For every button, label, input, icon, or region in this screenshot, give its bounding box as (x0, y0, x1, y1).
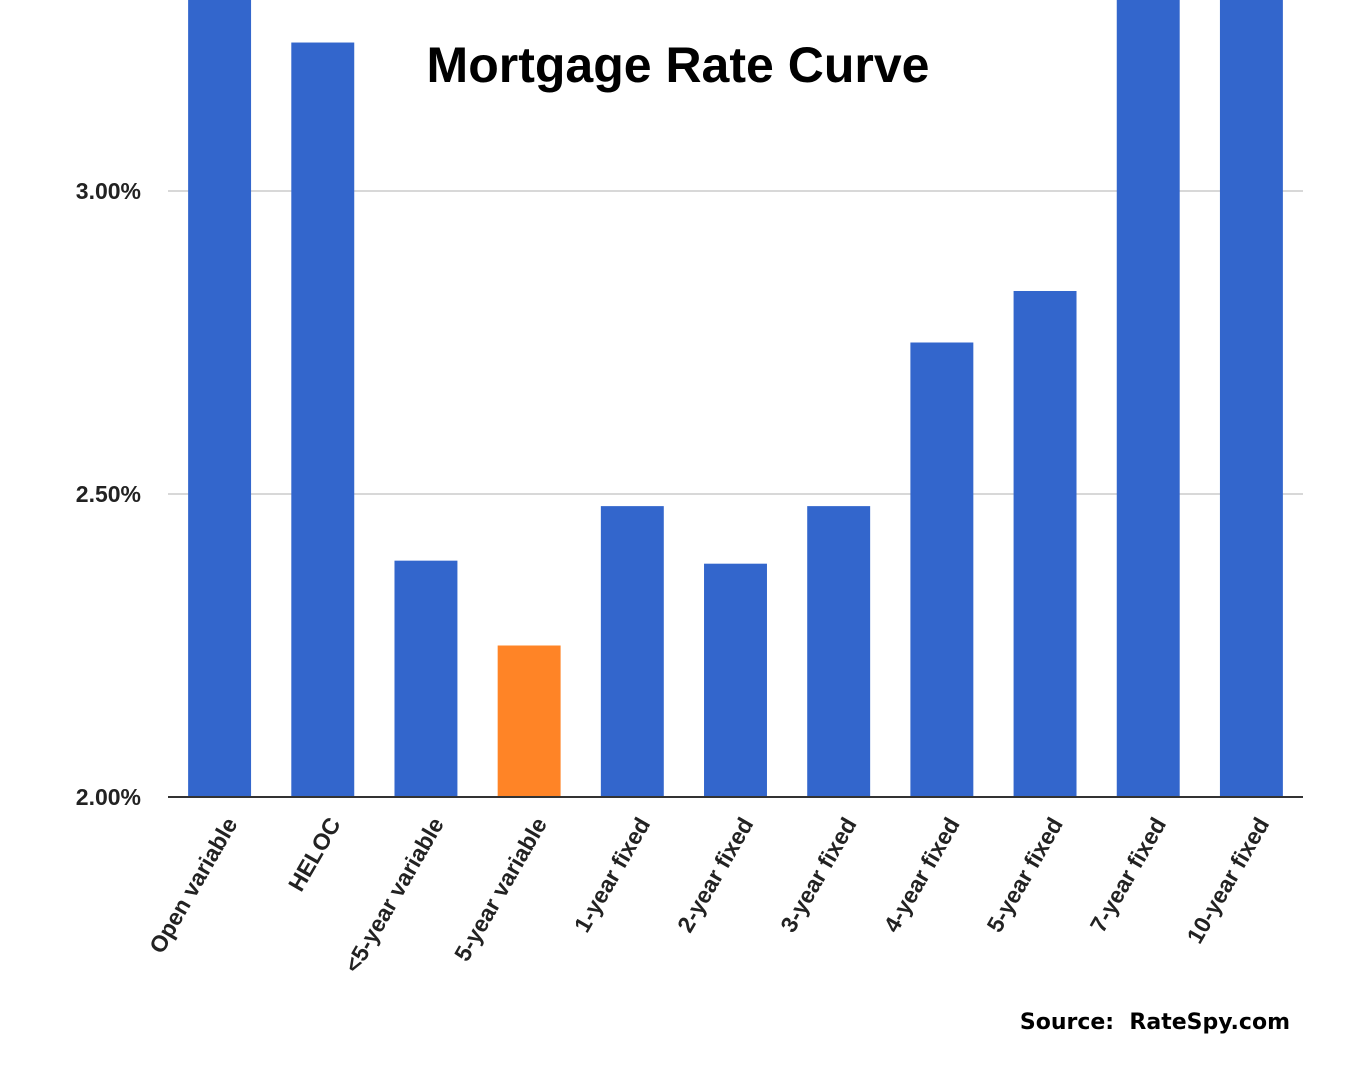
x-tick-label: 5-year variable (449, 813, 552, 966)
x-tick-label: 1-year fixed (569, 813, 655, 937)
y-tick-label: 2.50% (76, 481, 141, 507)
bar (291, 42, 355, 797)
bar (394, 560, 458, 797)
bar (497, 645, 561, 797)
bars (188, 0, 1283, 798)
bar (910, 342, 974, 797)
bar (1116, 0, 1180, 798)
y-tick-label: 2.00% (76, 784, 141, 810)
x-tick-label: 4-year fixed (878, 813, 964, 937)
x-axis-tick-labels: Open variable HELOC<5-year variable 5-year… (144, 813, 1274, 977)
y-axis-tick-labels: 2.00%2.50%3.00%3.50%4.00% (76, 178, 141, 810)
x-tick-label: 10-year fixed (1181, 813, 1274, 948)
gridlines (168, 190, 1303, 495)
bar (704, 563, 767, 797)
chart-title: Mortgage Rate Curve (427, 37, 930, 93)
bar (188, 0, 252, 798)
bar (600, 506, 664, 797)
y-tick-label: 3.00% (76, 178, 141, 204)
x-tick-label: 2-year fixed (672, 813, 758, 937)
source-note: Source: RateSpy.com (1019, 1010, 1290, 1035)
x-tick-label: 7-year fixed (1085, 813, 1171, 937)
x-tick-label: Open variable (144, 813, 243, 958)
bar (1219, 0, 1283, 798)
x-tick-label: <5-year variable (339, 813, 449, 977)
x-tick-label: 3-year fixed (775, 813, 861, 937)
x-tick-label: HELOC (283, 813, 346, 896)
bar (1013, 290, 1077, 797)
x-tick-label: 5-year fixed (981, 813, 1067, 937)
bar (807, 506, 871, 797)
